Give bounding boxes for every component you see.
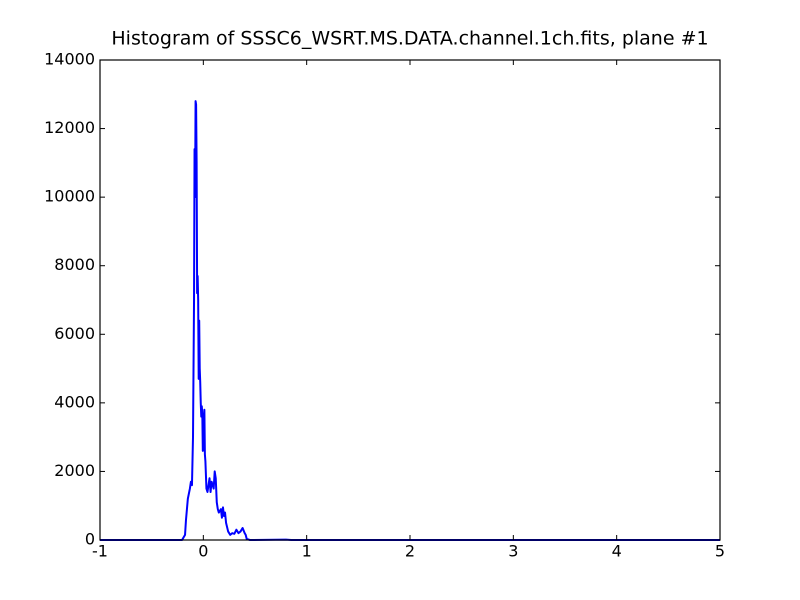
y-tick-label: 12000 <box>44 118 95 137</box>
x-tick-label: 0 <box>198 542 208 561</box>
y-tick-label: 6000 <box>54 324 95 343</box>
y-tick-label: 4000 <box>54 392 95 411</box>
x-tick-label: 5 <box>715 542 725 561</box>
data-line <box>100 100 720 541</box>
y-tick-label: 2000 <box>54 461 95 480</box>
x-tick-label: -1 <box>92 542 108 561</box>
x-tick-label: 3 <box>508 542 518 561</box>
x-tick-label: 4 <box>612 542 622 561</box>
y-tick-label: 0 <box>85 530 95 549</box>
y-tick-label: 10000 <box>44 187 95 206</box>
y-tick-label: 8000 <box>54 255 95 274</box>
x-tick-label: 2 <box>405 542 415 561</box>
plot-frame <box>99 59 721 541</box>
y-tick-label: 14000 <box>44 50 95 69</box>
x-tick-label: 1 <box>302 542 312 561</box>
chart-title: Histogram of SSSC6_WSRT.MS.DATA.channel.… <box>111 28 708 50</box>
